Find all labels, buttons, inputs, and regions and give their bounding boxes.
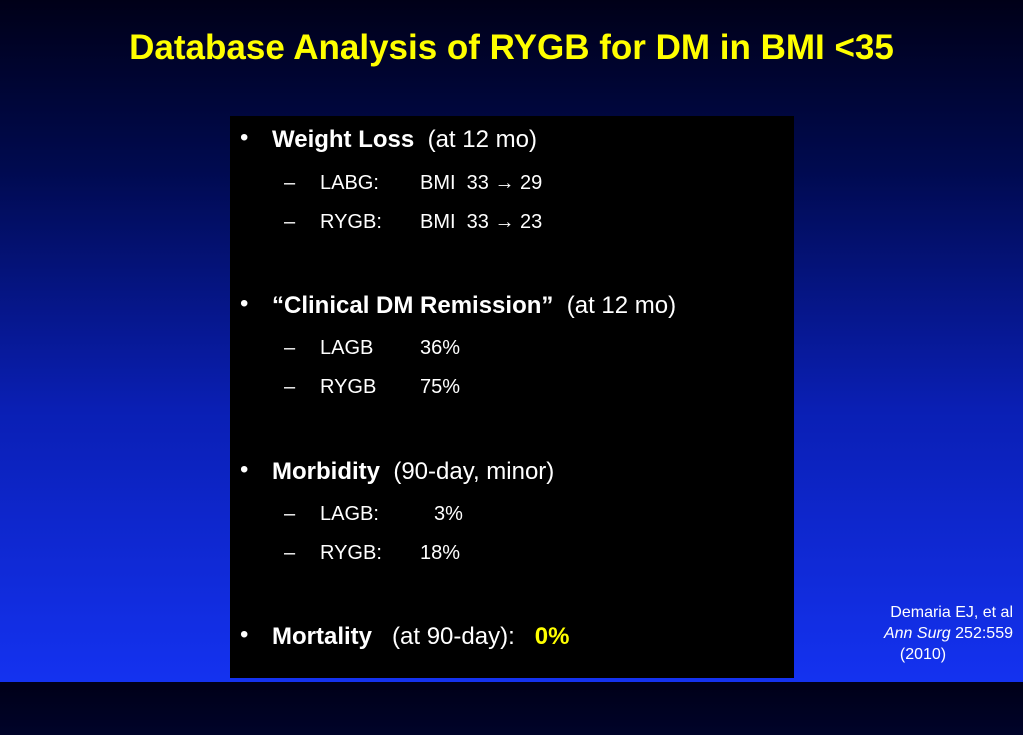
sub-label: LAGB: <box>320 503 379 525</box>
sub-item: – RYGB 75% <box>230 376 460 491</box>
bullet-label: “Clinical DM Remission” <box>272 292 554 319</box>
citation-ref: 252:559 <box>955 625 1013 642</box>
bullet-note: (at 12 mo) <box>566 292 677 319</box>
sub-item: – RYGB: BMI 33 → 23 <box>230 211 542 326</box>
sub-value: 18% <box>420 542 461 564</box>
citation: Demaria EJ, et al Ann Surg 252:559 (2010… <box>833 602 1013 665</box>
bullet-label: Weight Loss <box>272 126 415 153</box>
dash-icon: – <box>284 211 296 233</box>
dash-icon: – <box>284 172 296 194</box>
dash-icon: – <box>284 337 296 359</box>
sub-value: BMI 33 → 29 <box>420 172 543 194</box>
citation-authors: Demaria EJ, et al <box>890 604 1013 621</box>
sub-item: – LAGB 36% <box>230 337 460 452</box>
sub-value: 75% <box>420 376 461 398</box>
citation-journal: Ann Surg <box>883 625 951 642</box>
content-panel: • Weight Loss (at 12 mo) – LABG: BMI 33 … <box>230 116 794 678</box>
bullet-weight-loss: • Weight Loss (at 12 mo) <box>230 124 537 238</box>
bullet-dot-icon: • <box>240 621 249 648</box>
sub-label: LAGB <box>320 337 374 359</box>
dash-icon: – <box>284 503 296 525</box>
sub-item: – LABG: BMI 33 → 29 <box>230 172 542 287</box>
dash-icon: – <box>284 376 296 398</box>
bullet-dm-remission: • “Clinical DM Remission” (at 12 mo) <box>230 290 676 404</box>
bullet-dot-icon: • <box>240 290 249 317</box>
bullet-label: Morbidity <box>272 458 380 485</box>
citation-year: (2010) <box>899 646 947 663</box>
sub-value: BMI 33 → 23 <box>420 211 543 233</box>
mortality-value: 0% <box>534 623 570 650</box>
bullet-note: (at 12 mo) <box>427 126 537 153</box>
bullet-morbidity: • Morbidity (90-day, minor) <box>230 456 554 570</box>
sub-item: – LAGB: 3% <box>230 503 463 618</box>
sub-value: 3% <box>434 503 463 525</box>
sub-label: RYGB: <box>320 211 382 233</box>
dash-icon: – <box>284 542 296 564</box>
bullet-label: Mortality <box>272 623 373 650</box>
bullet-dot-icon: • <box>240 456 249 483</box>
sub-item: – RYGB: 18% <box>230 542 460 657</box>
bullet-mortality: • Mortality (at 90-day): 0% <box>230 621 569 735</box>
slide-title: Database Analysis of RYGB for DM in BMI … <box>129 28 894 67</box>
bullet-note: (at 90-day): <box>392 623 515 650</box>
sub-label: RYGB <box>320 376 377 398</box>
bullet-dot-icon: • <box>240 124 249 151</box>
sub-label: RYGB: <box>320 542 382 564</box>
sub-label: LABG: <box>320 172 379 194</box>
sub-value: 36% <box>420 337 461 359</box>
bullet-note: (90-day, minor) <box>393 458 555 485</box>
